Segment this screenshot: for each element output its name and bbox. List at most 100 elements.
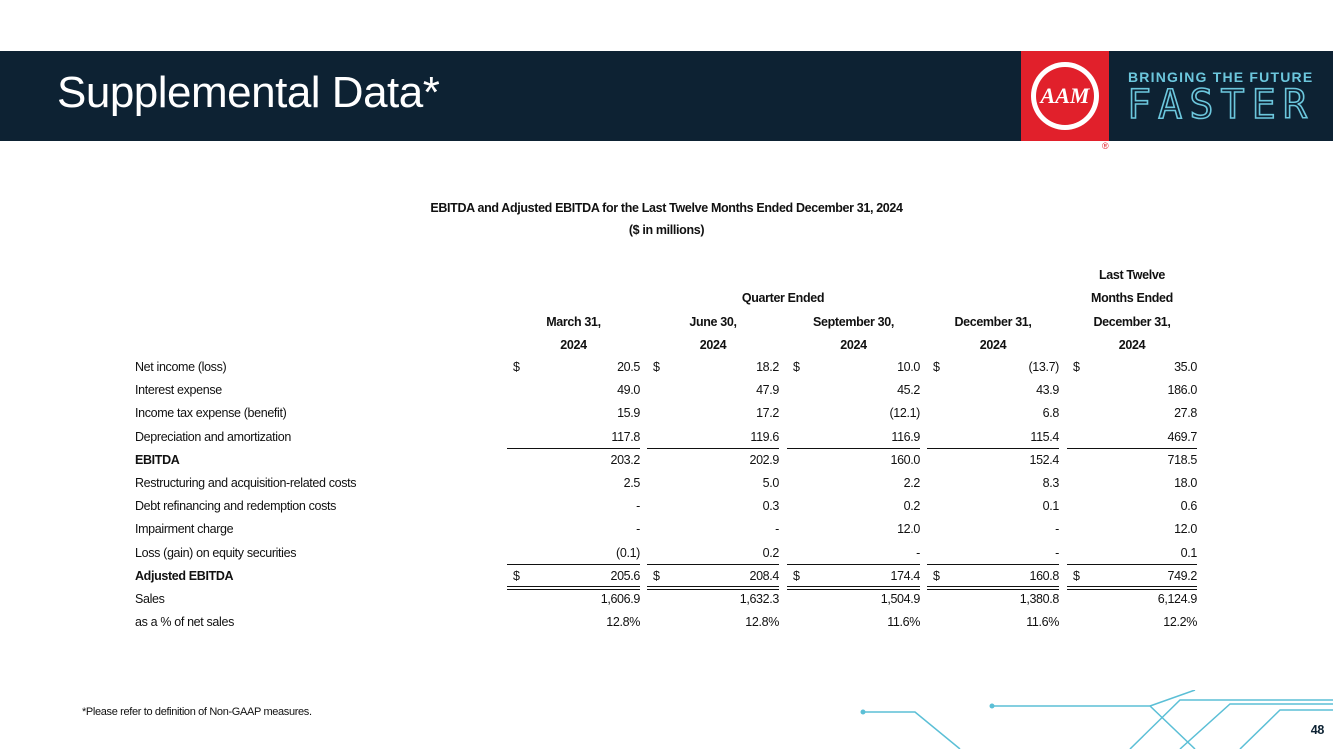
- slide-title: Supplemental Data*: [57, 68, 440, 117]
- cell-value: 20.5: [617, 360, 640, 374]
- cell-value: 205.6: [610, 568, 640, 583]
- cell-value: 469.7: [1167, 429, 1197, 444]
- cell-value: 5.0: [762, 476, 780, 490]
- currency-symbol: $: [793, 360, 800, 374]
- cell-value: 202.9: [749, 452, 779, 467]
- currency-symbol: $: [513, 360, 520, 374]
- column-header: 2024: [979, 338, 1007, 352]
- registered: ®: [1102, 141, 1109, 151]
- row-label: Net income (loss): [135, 360, 227, 374]
- tagline-top: BRINGING THE FUTURE: [1128, 69, 1314, 85]
- rule: [787, 563, 920, 565]
- column-header: 2024: [560, 338, 587, 352]
- column-header: December 31,: [1093, 314, 1171, 329]
- cell-value: -: [636, 499, 640, 514]
- currency-symbol: $: [653, 360, 660, 374]
- rule: [787, 586, 920, 587]
- cell-value: 12.0: [1174, 522, 1197, 537]
- cell-value: 43.9: [1036, 383, 1059, 398]
- currency-symbol: $: [1073, 568, 1080, 583]
- row-label: Debt refinancing and redemption costs: [135, 499, 337, 514]
- cell-value: 10.0: [897, 360, 920, 374]
- cell-value: 0.6: [1180, 499, 1198, 514]
- cell-value: 0.1: [1180, 545, 1198, 560]
- rule: [787, 589, 920, 590]
- rule: [787, 447, 920, 449]
- row-label: Interest expense: [135, 383, 222, 398]
- logo: AAM: [1021, 51, 1109, 141]
- row-label: Restructuring and acquisition-related co…: [135, 476, 357, 490]
- cell-value: (0.1): [616, 545, 640, 560]
- tagline-bottom-box: FASTER: [1126, 84, 1311, 124]
- cell-value: 186.0: [1167, 383, 1197, 398]
- rule: [927, 563, 1059, 565]
- header-band: [0, 51, 1333, 141]
- cell-value: -: [775, 522, 779, 537]
- row-label: as a % of net sales: [135, 615, 234, 630]
- column-header: March 31,: [546, 314, 601, 329]
- decoration: [860, 690, 1333, 749]
- cell-value: 152.4: [1029, 452, 1059, 467]
- cell-value: 12.2%: [1163, 615, 1197, 630]
- cell-value: 119.6: [750, 429, 779, 444]
- footnote: *Please refer to definition of Non-GAAP …: [82, 706, 312, 718]
- column-header: December 31,: [954, 314, 1032, 329]
- page-number: 48: [1310, 723, 1325, 737]
- cell-value: 0.3: [762, 499, 780, 514]
- cell-value: 2.2: [903, 476, 921, 490]
- cell-value: 203.2: [610, 452, 640, 467]
- row-label: Loss (gain) on equity securities: [135, 545, 297, 560]
- cell-value: 15.9: [617, 406, 640, 421]
- column-header: Months Ended: [1091, 291, 1173, 306]
- rule: [927, 586, 1059, 587]
- rule: [507, 563, 640, 565]
- row-label: Sales: [135, 592, 165, 606]
- logo-text: AAM: [1039, 83, 1091, 108]
- row-label: Income tax expense (benefit): [135, 406, 287, 421]
- tagline-bottom: FASTER: [1127, 84, 1311, 124]
- cell-value: -: [636, 522, 640, 537]
- table-subtitle: ($ in millions): [628, 223, 705, 237]
- row-label: EBITDA: [135, 452, 180, 467]
- cell-value: 115.4: [1030, 429, 1059, 444]
- currency-symbol: $: [933, 360, 940, 374]
- cell-value: 208.4: [749, 568, 779, 583]
- group-header: Quarter Ended: [741, 291, 825, 305]
- cell-value: 749.2: [1167, 568, 1197, 583]
- cell-value: 18.2: [756, 360, 779, 374]
- cell-value: 27.8: [1174, 406, 1197, 421]
- cell-value: -: [1055, 522, 1059, 537]
- rule: [647, 563, 779, 565]
- cell-value: 160.0: [890, 452, 920, 467]
- cell-value: 6.8: [1042, 406, 1060, 421]
- cell-value: 12.8%: [606, 615, 640, 630]
- cell-value: 1,504.9: [880, 592, 921, 606]
- column-header: 2024: [699, 338, 727, 352]
- rule: [647, 447, 779, 449]
- cell-value: 45.2: [897, 383, 920, 398]
- rule: [507, 586, 640, 587]
- currency-symbol: $: [933, 568, 940, 583]
- cell-value: -: [916, 545, 920, 560]
- cell-value: 718.5: [1167, 452, 1197, 467]
- cell-value: (12.1): [889, 406, 920, 421]
- rule: [507, 589, 640, 590]
- rule: [507, 447, 640, 449]
- cell-value: 12.0: [897, 522, 920, 537]
- currency-symbol: $: [513, 568, 520, 583]
- cell-value: 49.0: [617, 383, 640, 398]
- cell-value: 160.8: [1029, 568, 1059, 583]
- rule: [1067, 586, 1197, 587]
- rule: [1067, 563, 1197, 565]
- cell-value: 11.6%: [1026, 615, 1059, 630]
- cell-value: (13.7): [1028, 360, 1059, 374]
- cell-value: 0.2: [762, 545, 780, 560]
- currency-symbol: $: [1073, 360, 1080, 374]
- cell-value: 116.9: [891, 429, 920, 444]
- cell-value: 0.1: [1042, 499, 1060, 514]
- cell-value: 2.5: [623, 476, 641, 490]
- cell-value: 6,124.9: [1157, 592, 1198, 606]
- cell-value: 1,632.3: [739, 592, 780, 606]
- column-header: 2024: [840, 338, 867, 352]
- column-header: 2024: [1118, 338, 1146, 352]
